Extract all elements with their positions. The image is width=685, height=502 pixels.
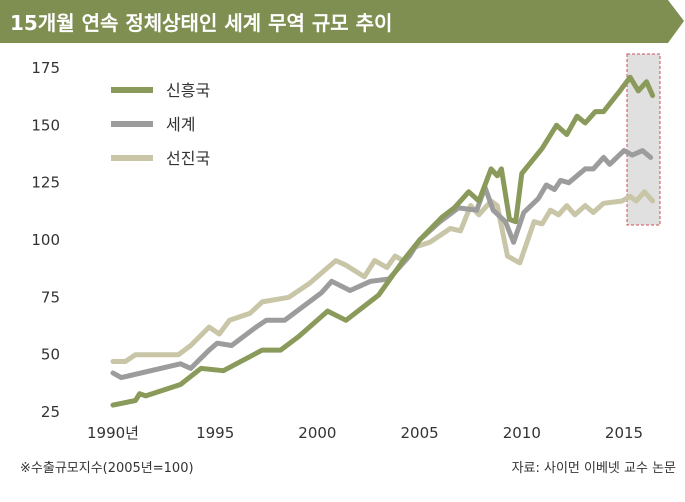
series-line-0 <box>110 74 656 408</box>
series-line-1 <box>110 148 654 381</box>
y-axis-ticks: 25 50 75 100 125 150 175 <box>31 59 60 421</box>
y-tick-label: 125 <box>31 174 60 192</box>
x-tick-label: 2015 <box>605 424 643 442</box>
y-tick-label: 75 <box>41 288 60 306</box>
source-note: 자료: 사이먼 이베넷 교수 논문 <box>512 461 676 476</box>
legend-label: 세계 <box>166 115 195 134</box>
x-axis-ticks: 1990년 1995 2000 2005 2010 2015 <box>87 424 643 442</box>
legend-label: 선진국 <box>166 149 210 168</box>
series-line-2 <box>110 189 656 364</box>
x-tick-label: 2010 <box>503 424 541 442</box>
y-tick-label: 50 <box>41 346 60 364</box>
x-tick-label: 1995 <box>196 424 234 442</box>
x-tick-label: 1990년 <box>87 424 139 442</box>
y-tick-label: 150 <box>31 116 60 134</box>
y-tick-label: 175 <box>31 59 60 77</box>
chart-title: 15개월 연속 정체상태인 세계 무역 규모 추이 <box>10 11 392 35</box>
y-tick-label: 25 <box>41 403 60 421</box>
legend-label: 신흥국 <box>166 81 210 100</box>
title-banner <box>0 0 684 43</box>
x-tick-label: 2005 <box>401 424 439 442</box>
x-tick-label: 2000 <box>298 424 336 442</box>
footnote: ※수출규모지수(2005년=100) <box>20 461 194 476</box>
y-tick-label: 100 <box>31 231 60 249</box>
series-lines <box>110 74 656 408</box>
